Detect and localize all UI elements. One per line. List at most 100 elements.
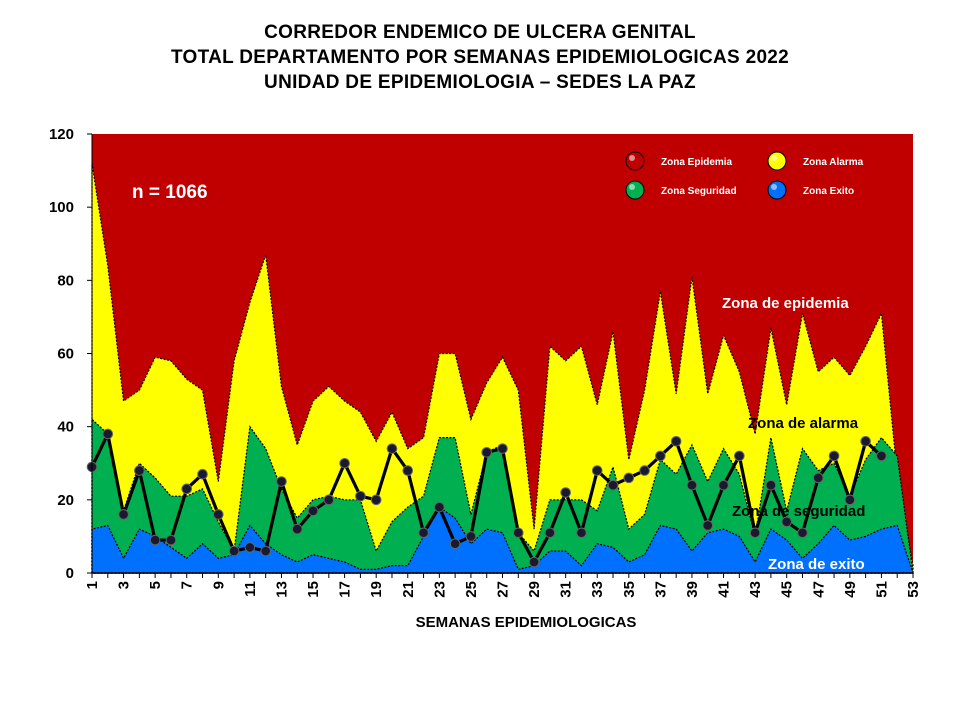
legend-label-1: Zona Epidemia <box>661 157 733 168</box>
case-point-week-11 <box>244 542 256 553</box>
case-point-week-19 <box>370 494 382 506</box>
case-point-week-38 <box>670 436 682 447</box>
case-point-week-5 <box>149 534 161 546</box>
case-point-week-40 <box>702 520 714 531</box>
x-tick-label-19: 19 <box>368 581 385 598</box>
cases-line-group <box>86 428 887 568</box>
case-point-week-44 <box>765 479 777 491</box>
case-point-week-2 <box>102 428 114 440</box>
case-point-week-47 <box>812 472 824 484</box>
case-point-week-41 <box>718 479 729 491</box>
x-tick-label-49: 49 <box>842 581 859 598</box>
legend-label-3: Zona Seguridad <box>661 186 737 197</box>
legend-label-2: Zona Alarma <box>803 157 864 168</box>
case-point-week-33 <box>591 465 603 476</box>
legend-label-4: Zona Exito <box>803 186 854 197</box>
case-point-week-30 <box>544 527 556 539</box>
case-point-week-32 <box>576 527 587 539</box>
legend-marker-1 <box>625 151 645 171</box>
legend-marker-highlight <box>771 155 777 161</box>
chart-titles: CORREDOR ENDEMICO DE ULCERA GENITAL TOTA… <box>0 20 960 95</box>
case-point-week-15 <box>307 505 319 517</box>
x-tick-label-29: 29 <box>526 581 543 598</box>
legend-marker-highlight <box>629 184 635 190</box>
case-point-week-31 <box>560 487 571 498</box>
y-tick-label-0: 0 <box>66 565 74 582</box>
x-tick-label-33: 33 <box>589 581 606 598</box>
legend-marker-3 <box>625 180 645 200</box>
legend: Zona Epidemia Zona Alarma Zona Seguridad Zo… <box>625 151 864 200</box>
case-point-week-6 <box>165 534 177 546</box>
zone-label-exito: Zona de exito <box>768 556 865 573</box>
y-tick-label-20: 20 <box>57 492 74 509</box>
case-point-week-36 <box>639 465 650 476</box>
legend-marker-highlight <box>629 155 635 161</box>
x-tick-label-27: 27 <box>495 581 512 598</box>
case-point-week-20 <box>386 443 398 454</box>
x-tick-label-41: 41 <box>716 581 733 598</box>
case-point-week-10 <box>228 545 240 557</box>
x-tick-label-51: 51 <box>873 581 890 598</box>
x-tick-label-31: 31 <box>558 581 575 598</box>
x-tick-label-1: 1 <box>84 581 101 589</box>
zone-label-seguridad: Zona de seguridad <box>732 503 865 520</box>
y-tick-label-40: 40 <box>57 419 74 436</box>
case-point-week-35 <box>623 472 635 484</box>
case-point-week-28 <box>512 527 524 539</box>
case-point-week-29 <box>528 556 540 568</box>
case-point-week-26 <box>481 446 493 458</box>
y-tick-label-120: 120 <box>49 126 74 143</box>
case-point-week-50 <box>860 436 871 447</box>
case-point-week-8 <box>197 468 208 480</box>
case-point-week-3 <box>118 509 129 520</box>
x-tick-label-5: 5 <box>147 581 164 589</box>
case-point-week-22 <box>418 527 429 539</box>
x-tick-label-9: 9 <box>210 581 227 589</box>
x-tick-label-7: 7 <box>179 581 196 589</box>
case-point-week-34 <box>607 479 619 491</box>
x-tick-label-35: 35 <box>621 581 638 598</box>
x-axis-label: SEMANAS EPIDEMIOLOGICAS <box>416 614 637 631</box>
case-point-week-23 <box>434 501 445 513</box>
x-tick-label-11: 11 <box>242 581 259 597</box>
x-tick-label-39: 39 <box>684 581 701 598</box>
case-point-week-25 <box>465 531 477 542</box>
zone-label-epidemia: Zona de epidemia <box>722 295 849 312</box>
chart-title-line-2: TOTAL DEPARTAMENTO POR SEMANAS EPIDEMIOL… <box>170 47 790 68</box>
x-tick-label-45: 45 <box>779 581 796 598</box>
x-tick-label-25: 25 <box>463 581 480 598</box>
zone-label-alarma: Zona de alarma <box>748 415 859 432</box>
x-tick-label-23: 23 <box>431 581 448 598</box>
x-tick-label-53: 53 <box>905 581 922 598</box>
legend-marker-2 <box>767 151 787 171</box>
case-point-week-37 <box>655 450 666 462</box>
x-tick-label-21: 21 <box>400 581 417 598</box>
x-tick-label-13: 13 <box>273 581 290 598</box>
case-point-week-49 <box>844 494 856 506</box>
case-point-week-39 <box>686 479 698 491</box>
case-point-week-14 <box>291 523 303 535</box>
case-point-week-46 <box>797 527 808 539</box>
case-point-week-42 <box>734 450 745 462</box>
legend-marker-highlight <box>771 184 777 190</box>
zona-alarma-area <box>91 163 914 574</box>
case-point-week-18 <box>355 490 366 502</box>
case-point-week-7 <box>181 483 193 495</box>
case-point-week-12 <box>260 545 271 557</box>
case-point-week-43 <box>749 527 761 539</box>
y-tick-label-60: 60 <box>57 346 74 363</box>
zona-exito-area <box>91 506 914 574</box>
case-point-week-4 <box>134 465 145 476</box>
case-point-week-51 <box>876 450 887 462</box>
case-point-week-13 <box>276 476 287 487</box>
chart-title-line-1: CORREDOR ENDEMICO DE ULCERA GENITAL <box>264 22 696 43</box>
y-tick-label-100: 100 <box>49 199 74 216</box>
case-point-week-45 <box>781 516 792 528</box>
case-point-week-9 <box>213 509 224 520</box>
chart-title-line-3: UNIDAD DE EPIDEMIOLOGIA – SEDES LA PAZ <box>264 72 696 93</box>
case-point-week-27 <box>497 443 508 454</box>
x-tick-label-47: 47 <box>810 581 827 598</box>
x-tick-label-43: 43 <box>747 581 764 598</box>
x-tick-label-3: 3 <box>116 581 133 589</box>
